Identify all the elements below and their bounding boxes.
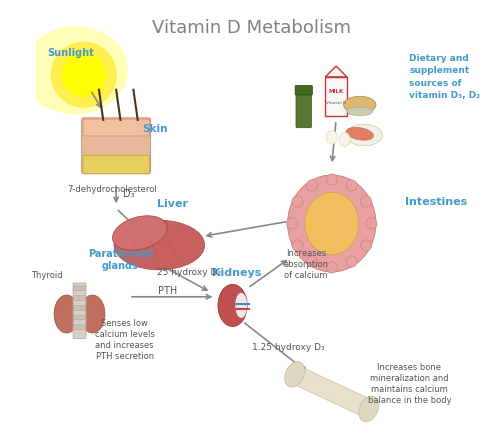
Text: Intestines: Intestines xyxy=(405,197,467,207)
FancyBboxPatch shape xyxy=(296,93,311,128)
Ellipse shape xyxy=(285,362,304,387)
Text: Senses low
calcium levels
and increases
PTH secretion: Senses low calcium levels and increases … xyxy=(95,319,155,361)
Text: Increases
absorption
of calcium: Increases absorption of calcium xyxy=(283,249,329,280)
Ellipse shape xyxy=(359,396,379,422)
FancyBboxPatch shape xyxy=(83,119,149,136)
Ellipse shape xyxy=(339,132,350,146)
Ellipse shape xyxy=(24,27,127,114)
Ellipse shape xyxy=(112,216,167,250)
Circle shape xyxy=(292,196,303,207)
FancyBboxPatch shape xyxy=(83,155,149,174)
Circle shape xyxy=(360,196,372,207)
Ellipse shape xyxy=(80,295,105,333)
Ellipse shape xyxy=(305,192,359,255)
Text: Liver: Liver xyxy=(157,199,187,209)
FancyBboxPatch shape xyxy=(73,283,86,339)
Text: 25 hydroxy D₃: 25 hydroxy D₃ xyxy=(157,268,221,277)
Text: Thyroid: Thyroid xyxy=(31,271,63,280)
Circle shape xyxy=(326,262,337,273)
Text: D₃: D₃ xyxy=(122,189,134,199)
Circle shape xyxy=(286,218,298,229)
Text: Sunlight: Sunlight xyxy=(47,48,94,58)
Text: MILK: MILK xyxy=(329,89,344,95)
Text: Vitamin D Metabolism: Vitamin D Metabolism xyxy=(153,19,351,36)
FancyBboxPatch shape xyxy=(74,315,86,320)
FancyBboxPatch shape xyxy=(295,85,312,95)
Circle shape xyxy=(306,256,318,267)
Ellipse shape xyxy=(235,293,247,318)
Circle shape xyxy=(346,180,357,191)
Polygon shape xyxy=(291,366,373,418)
Text: 7-dehydrocholesterol: 7-dehydrocholesterol xyxy=(67,184,157,194)
Circle shape xyxy=(366,218,377,229)
Ellipse shape xyxy=(346,124,383,146)
Circle shape xyxy=(62,53,105,96)
FancyBboxPatch shape xyxy=(325,77,347,116)
Text: Dietary and
supplement
sources of
vitamin D₃, D₂: Dietary and supplement sources of vitami… xyxy=(409,54,480,100)
Circle shape xyxy=(346,256,357,267)
FancyBboxPatch shape xyxy=(74,296,86,300)
Circle shape xyxy=(360,240,372,251)
FancyBboxPatch shape xyxy=(74,306,86,310)
Ellipse shape xyxy=(54,295,79,333)
Circle shape xyxy=(292,240,303,251)
Text: Increases bone
mineralization and
maintains calcium
balance in the body: Increases bone mineralization and mainta… xyxy=(367,363,451,405)
FancyBboxPatch shape xyxy=(82,118,151,174)
Text: Kidneys: Kidneys xyxy=(212,268,262,278)
Circle shape xyxy=(306,180,318,191)
Circle shape xyxy=(51,43,116,107)
Ellipse shape xyxy=(288,175,376,272)
Ellipse shape xyxy=(326,130,337,144)
Text: PTH: PTH xyxy=(158,286,177,296)
Text: Vitamin D: Vitamin D xyxy=(326,101,346,105)
Circle shape xyxy=(326,174,337,185)
Ellipse shape xyxy=(344,96,376,114)
Polygon shape xyxy=(325,66,347,77)
Text: Skin: Skin xyxy=(142,124,167,134)
Text: Parathyroid
glands: Parathyroid glands xyxy=(88,249,153,271)
Ellipse shape xyxy=(346,127,373,140)
Ellipse shape xyxy=(347,107,373,116)
Ellipse shape xyxy=(218,284,247,326)
Ellipse shape xyxy=(114,220,205,270)
Text: 1.25 hydroxy D₃: 1.25 hydroxy D₃ xyxy=(253,343,325,352)
FancyBboxPatch shape xyxy=(74,325,86,329)
FancyBboxPatch shape xyxy=(74,286,86,291)
